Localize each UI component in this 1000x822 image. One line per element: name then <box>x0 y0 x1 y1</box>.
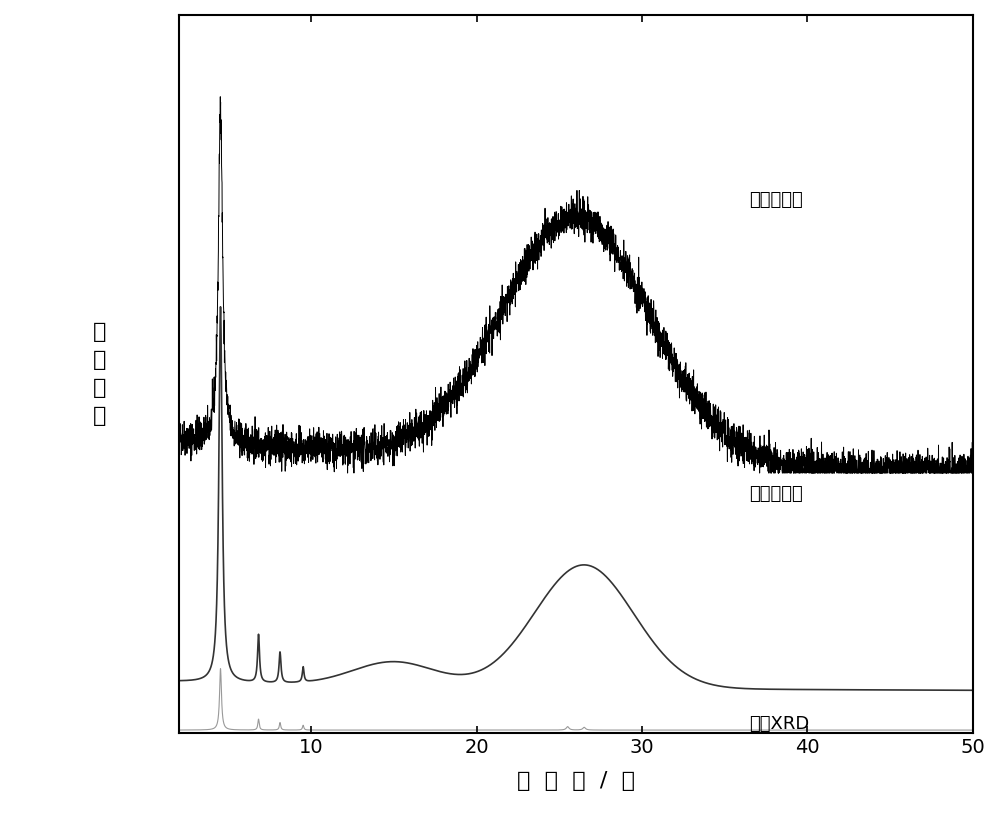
Text: 二维纳米片: 二维纳米片 <box>749 191 803 209</box>
Text: 层状前驱体: 层状前驱体 <box>749 484 803 502</box>
Text: 模拟XRD: 模拟XRD <box>749 715 810 733</box>
Text: 袆
射
强
度: 袆 射 强 度 <box>93 322 107 426</box>
X-axis label: 袆  射  角  /  度: 袆 射 角 / 度 <box>517 770 635 791</box>
